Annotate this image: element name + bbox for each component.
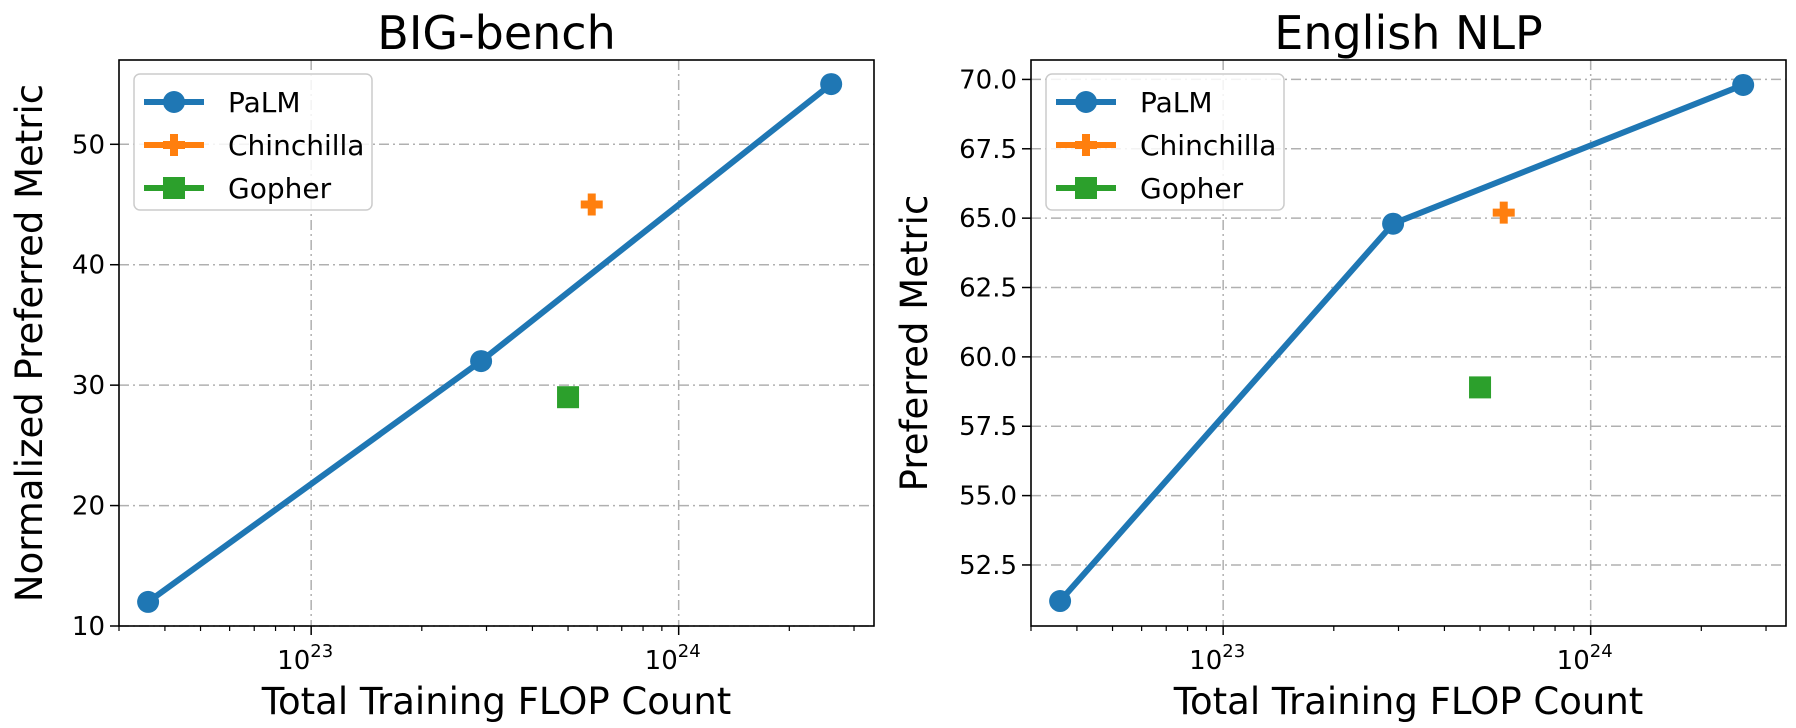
legend-item-gopher: Gopher (1056, 172, 1244, 205)
series-gopher (557, 386, 580, 409)
data-point (1492, 201, 1515, 224)
x-tick-label: 1023 (277, 641, 333, 676)
y-tick-label: 30 (72, 371, 105, 401)
legend-item-chinchilla: Chinchilla (1056, 129, 1276, 162)
x-axis-label: Total Training FLOP Count (1173, 680, 1644, 723)
data-point (137, 590, 160, 613)
series-gopher (1469, 376, 1492, 399)
plot-frame (118, 59, 875, 627)
y-tick-label: 57.5 (959, 412, 1017, 442)
chart-panel-1: 1023 1024 10 20 30 40 50 PaLM Chinchilla Gopher BI… (8, 6, 875, 723)
data-point (1382, 212, 1405, 235)
y-tick-label: 40 (72, 251, 105, 281)
data-point (820, 73, 843, 96)
y-tick-label: 10 (72, 612, 105, 642)
y-tick-label: 67.5 (959, 135, 1017, 165)
legend: PaLM Chinchilla Gopher (133, 73, 373, 211)
y-tick-label: 62.5 (959, 274, 1017, 304)
data-point (1469, 376, 1492, 399)
y-tick-label: 55.0 (959, 482, 1017, 512)
data-point (1732, 73, 1755, 96)
y-axis-label: Normalized Preferred Metric (8, 84, 51, 602)
chart-title: English NLP (1274, 6, 1543, 60)
plot-frame (1030, 59, 1787, 627)
series-chinchilla (1492, 201, 1515, 224)
x-axis-label: Total Training FLOP Count (261, 680, 732, 723)
legend-marker (163, 134, 185, 156)
y-tick-label: 50 (72, 130, 105, 160)
data-point (557, 386, 580, 409)
chart-title: BIG-bench (377, 6, 615, 60)
legend-label: Chinchilla (228, 129, 364, 162)
legend-marker (1075, 91, 1097, 113)
y-tick-label: 20 (72, 492, 105, 522)
y-tick-label: 70.0 (959, 65, 1017, 95)
legend-item-palm: PaLM (1056, 86, 1213, 119)
series-palm (137, 73, 843, 613)
x-tick-label: 1023 (1189, 641, 1245, 676)
legend-marker (1075, 134, 1097, 156)
legend-label: PaLM (228, 86, 301, 119)
x-tick-label: 1024 (645, 641, 701, 676)
chart-panel-2: 1023 1024 52.5 55.0 57.5 60.0 62.5 65.0 67.5 70.0… (893, 6, 1787, 723)
data-point (470, 350, 493, 373)
legend: PaLM Chinchilla Gopher (1045, 73, 1285, 211)
legend-item-palm: PaLM (144, 86, 301, 119)
legend-marker (163, 177, 185, 199)
legend-marker (163, 91, 185, 113)
legend-box (133, 73, 373, 211)
y-tick-label: 60.0 (959, 343, 1017, 373)
series-palm (1049, 73, 1755, 613)
legend-label: Gopher (228, 172, 332, 205)
data-point (580, 193, 603, 216)
y-tick-label: 52.5 (959, 551, 1017, 581)
legend-box (1045, 73, 1285, 211)
series-chinchilla (580, 193, 603, 216)
y-tick-label: 65.0 (959, 204, 1017, 234)
legend-label: Gopher (1140, 172, 1244, 205)
legend-item-chinchilla: Chinchilla (144, 129, 364, 162)
data-point (1049, 590, 1072, 613)
legend-label: Chinchilla (1140, 129, 1276, 162)
legend-item-gopher: Gopher (144, 172, 332, 205)
x-tick-label: 1024 (1557, 641, 1613, 676)
legend-marker (1075, 177, 1097, 199)
legend-label: PaLM (1140, 86, 1213, 119)
y-axis-label: Preferred Metric (893, 195, 936, 492)
